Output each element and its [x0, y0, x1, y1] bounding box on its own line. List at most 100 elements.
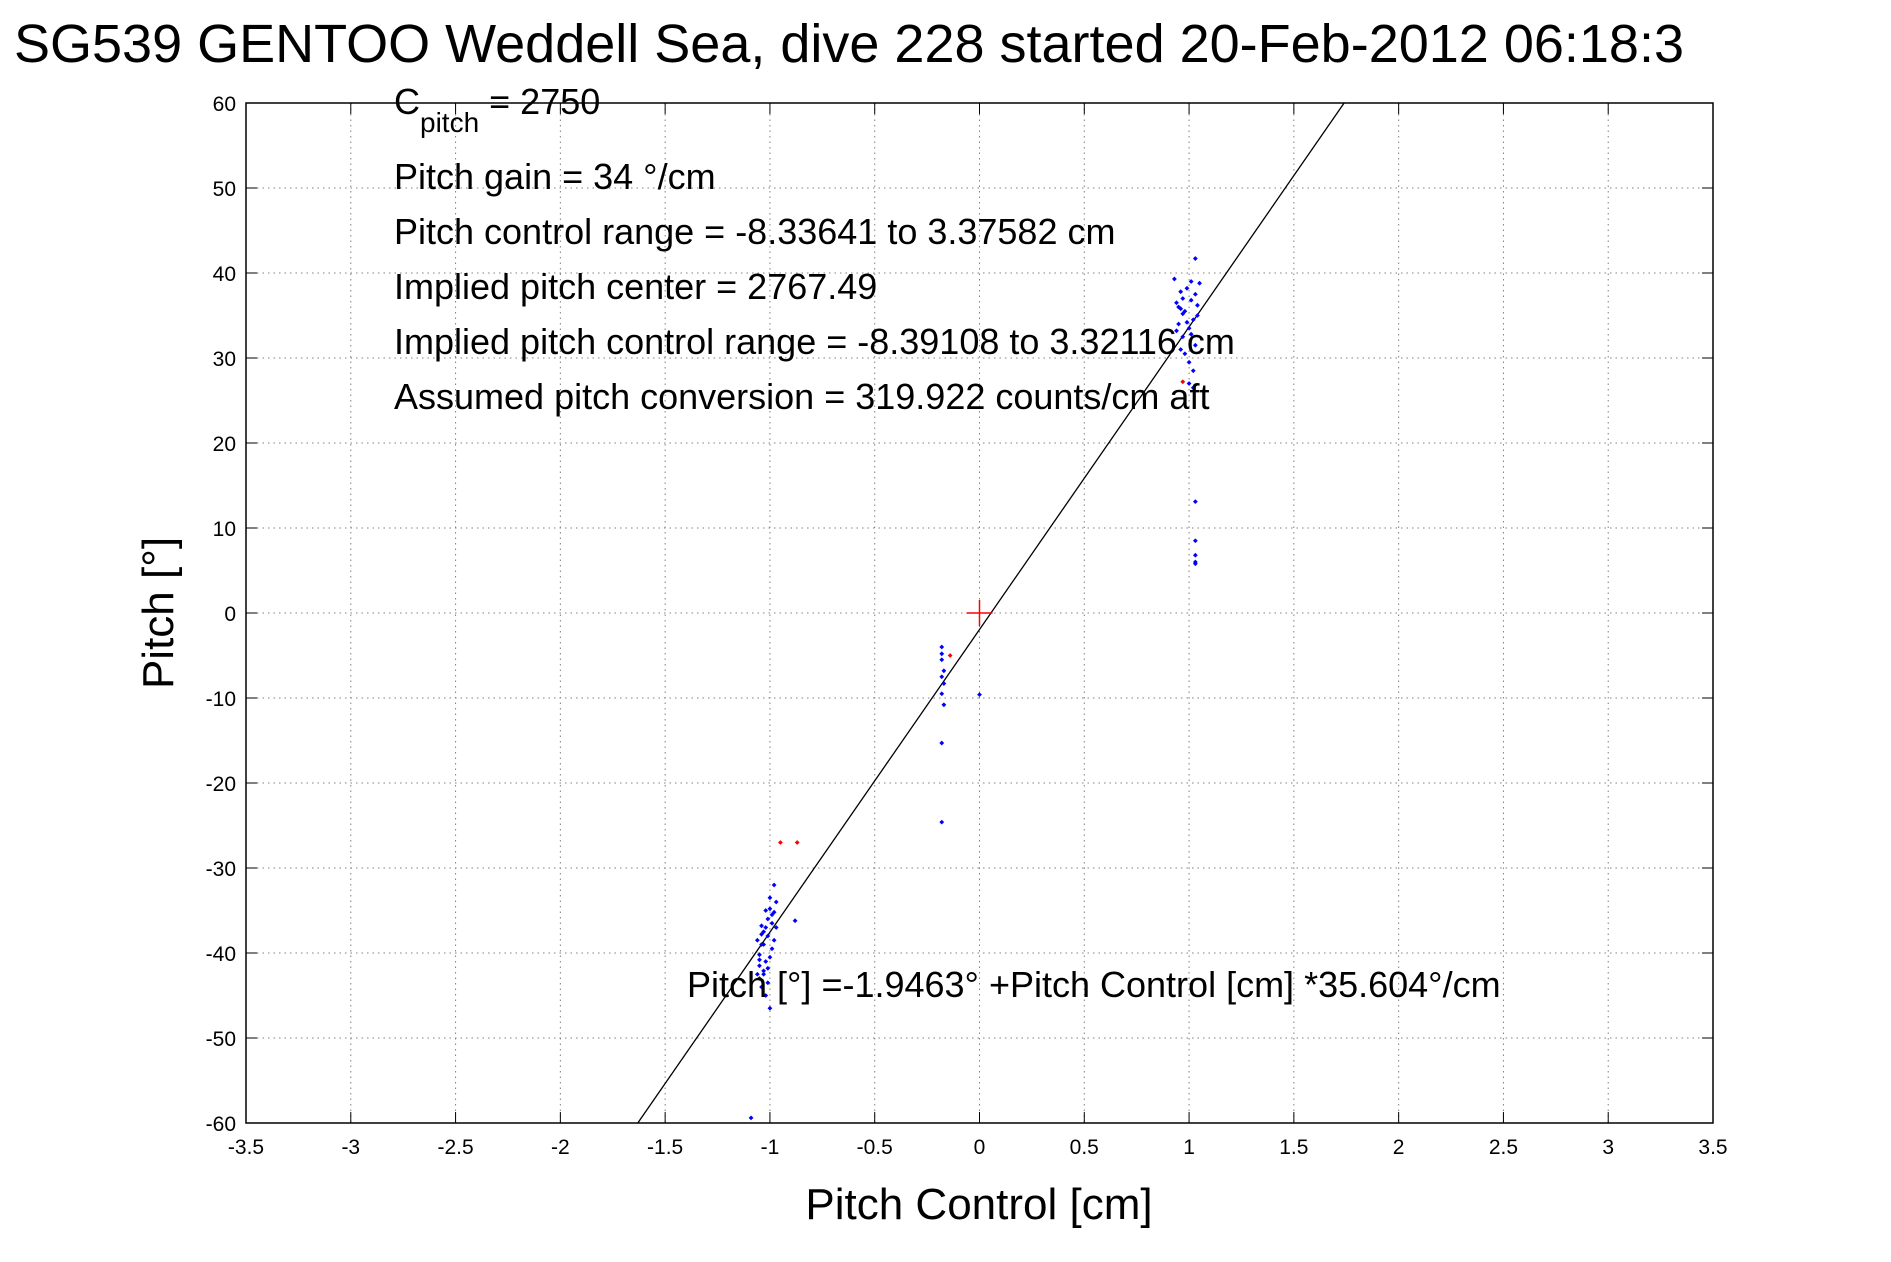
pitch-control-range-annotation: Pitch control range = -8.33641 to 3.3758…: [394, 211, 1115, 252]
data-point: [939, 657, 945, 663]
scatter-points: [748, 256, 1202, 1121]
data-point: [763, 959, 769, 964]
data-point: [1180, 379, 1186, 385]
data-point: [767, 954, 773, 960]
data-point: [1197, 280, 1202, 286]
x-tick-label: 1: [1183, 1136, 1195, 1159]
data-point: [1174, 300, 1179, 306]
data-point: [939, 740, 945, 746]
data-point: [757, 963, 762, 969]
x-tick-label: 1.5: [1279, 1136, 1308, 1159]
data-point: [1188, 331, 1194, 337]
data-point: [1184, 319, 1190, 325]
y-axis-label: Pitch [°]: [134, 537, 183, 689]
data-point: [767, 1005, 773, 1011]
data-point: [1190, 385, 1196, 391]
data-point: [765, 916, 771, 922]
x-tick-label: 2: [1393, 1136, 1405, 1159]
data-point: [1180, 334, 1186, 340]
data-point: [1192, 538, 1198, 544]
data-point: [763, 925, 769, 930]
data-point: [778, 840, 783, 845]
data-point: [765, 965, 771, 971]
x-tick-label: 3: [1602, 1136, 1614, 1159]
data-point: [1176, 321, 1181, 327]
x-tick-label: -2.5: [437, 1136, 473, 1159]
y-tick-label: -50: [206, 1028, 236, 1051]
x-axis-label: Pitch Control [cm]: [805, 1180, 1152, 1229]
data-point: [1186, 359, 1192, 365]
data-point: [939, 651, 945, 657]
data-point: [761, 942, 767, 947]
data-point: [761, 968, 767, 974]
data-point: [939, 691, 945, 697]
x-tick-label: 2.5: [1489, 1136, 1518, 1159]
data-point: [773, 899, 779, 905]
data-point: [759, 931, 764, 937]
data-point: [1178, 347, 1184, 352]
data-point: [769, 946, 775, 952]
data-point: [767, 895, 773, 901]
data-point: [761, 971, 767, 977]
c-pitch-value: = 2750: [479, 81, 600, 122]
c-pitch-subscript: pitch: [420, 107, 479, 138]
y-tick-label: 50: [213, 178, 236, 201]
x-tick-label: -3.5: [228, 1136, 264, 1159]
x-tick-label: -3: [341, 1136, 360, 1159]
x-tick-label: 0: [974, 1136, 986, 1159]
data-point: [1178, 289, 1184, 295]
data-point: [1190, 317, 1196, 323]
data-point: [792, 918, 798, 924]
implied-pitch-center-annotation: Implied pitch center = 2767.49: [394, 266, 877, 307]
y-tick-label: 20: [213, 433, 236, 456]
data-point: [767, 906, 773, 912]
y-tick-label: -20: [206, 773, 236, 796]
data-point: [773, 925, 779, 930]
chart-title: SG539 GENTOO Weddell Sea, dive 228 start…: [14, 14, 1684, 74]
data-point: [1192, 256, 1198, 261]
data-point: [759, 923, 764, 929]
pitch-conversion-annotation: Assumed pitch conversion = 319.922 count…: [394, 376, 1209, 417]
data-point: [1174, 328, 1179, 334]
x-tick-label: -2: [551, 1136, 570, 1159]
implied-pitch-control-range-annotation: Implied pitch control range = -8.39108 t…: [394, 321, 1235, 362]
data-point: [1195, 313, 1200, 318]
y-tick-label: 60: [213, 93, 236, 116]
y-axis-ticks: -60 -50 -40 -30 -20 -10 0 10 20 30 40 50 60: [206, 93, 1713, 1136]
data-point: [1195, 302, 1200, 308]
data-point: [759, 984, 764, 990]
data-point: [1188, 279, 1194, 284]
data-point: [941, 702, 947, 708]
data-point: [765, 980, 771, 986]
grid: [246, 103, 1713, 1123]
data-point: [757, 976, 762, 981]
x-tick-label: -0.5: [857, 1136, 893, 1159]
data-point: [977, 692, 982, 697]
fit-equation-annotation: Pitch [°] =-1.9463° +Pitch Control [cm] …: [687, 964, 1501, 1005]
data-point: [771, 909, 777, 915]
data-point: [763, 908, 769, 913]
data-point: [771, 882, 777, 888]
data-point: [1180, 296, 1186, 301]
x-axis-ticks: -3.5 -3 -2.5 -2 -1.5 -1 -0.5 0 0.5 1 1.5 2 2.5 3 3.5: [228, 103, 1728, 1159]
y-tick-label: 0: [224, 603, 236, 626]
pitch-gain-annotation: Pitch gain = 34 °/cm: [394, 156, 716, 197]
y-tick-label: 30: [213, 348, 236, 371]
data-point: [1192, 291, 1198, 297]
data-point: [1192, 552, 1198, 558]
y-tick-label: -30: [206, 858, 236, 881]
x-tick-label: -1.5: [647, 1136, 683, 1159]
data-point: [1186, 325, 1192, 331]
data-point: [771, 937, 777, 943]
data-point: [748, 1115, 754, 1121]
plot-frame: [245, 102, 1714, 1124]
data-point: [754, 971, 760, 977]
data-point: [763, 993, 769, 998]
y-tick-label: -60: [206, 1113, 236, 1136]
data-point: [754, 937, 760, 943]
y-tick-label: 10: [213, 518, 236, 541]
data-point: [794, 840, 800, 845]
data-point: [765, 933, 771, 939]
c-pitch-main: C: [394, 81, 420, 122]
